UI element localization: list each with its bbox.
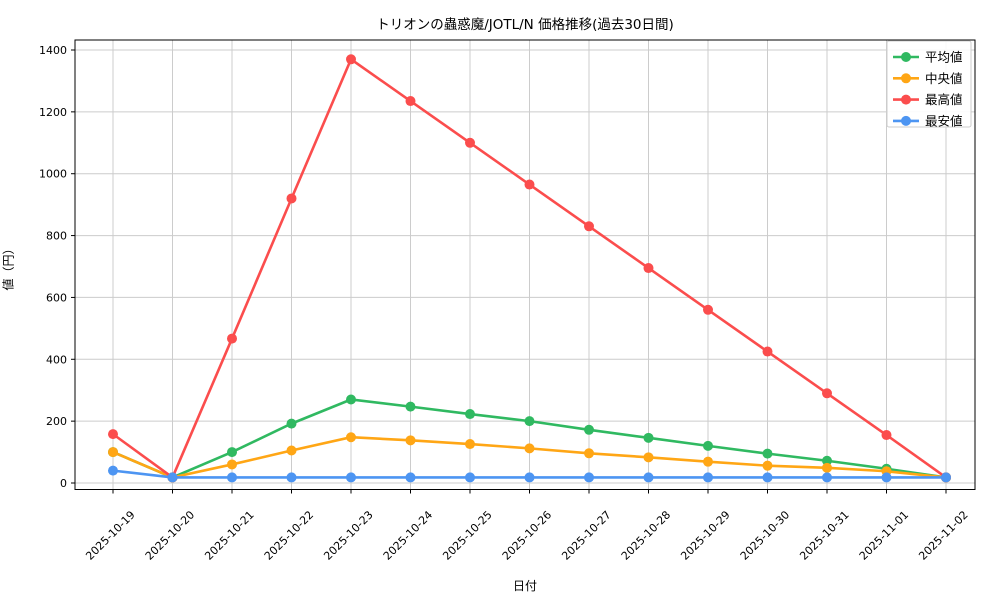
data-point-lowest <box>227 472 237 483</box>
x-tick-label: 2025-10-31 <box>797 508 851 562</box>
data-point-lowest <box>762 472 773 483</box>
data-point-average <box>405 401 416 412</box>
data-point-lowest <box>405 472 416 483</box>
data-point-average <box>346 394 356 405</box>
x-tick-label: 2025-10-20 <box>143 508 197 562</box>
x-tick-label: 2025-10-28 <box>619 508 673 562</box>
series-lowest <box>108 465 951 483</box>
legend-item-lowest: 最安値 <box>893 113 963 128</box>
y-tick-label: 400 <box>46 353 67 366</box>
data-point-median <box>703 456 713 467</box>
legend-marker-median <box>901 73 911 84</box>
x-tick-label: 2025-10-27 <box>559 508 613 562</box>
data-point-average <box>524 416 535 427</box>
data-point-highest <box>703 304 713 315</box>
data-point-highest <box>346 54 356 65</box>
data-point-median <box>227 459 237 470</box>
data-point-lowest <box>703 472 713 483</box>
data-point-lowest <box>881 472 892 483</box>
data-point-highest <box>762 346 773 357</box>
series-highest <box>108 54 951 483</box>
data-point-lowest <box>941 472 951 483</box>
legend-marker-lowest <box>901 115 911 126</box>
x-tick-label: 2025-11-01 <box>857 508 911 562</box>
data-point-lowest <box>524 472 535 483</box>
data-point-highest <box>465 137 475 148</box>
x-axis-label: 日付 <box>512 579 537 593</box>
y-tick-label: 200 <box>46 415 67 428</box>
data-point-median <box>822 462 832 473</box>
x-tick-label: 2025-10-26 <box>500 508 554 562</box>
y-tick-label: 1200 <box>39 106 67 119</box>
x-tick-label: 2025-10-29 <box>678 508 732 562</box>
legend-label-average: 平均値 <box>925 50 963 65</box>
data-point-median <box>108 447 118 458</box>
data-point-median <box>524 443 535 454</box>
data-point-lowest <box>286 472 297 483</box>
y-tick-label: 0 <box>60 477 67 490</box>
legend-item-median: 中央値 <box>893 71 963 86</box>
x-tick-label: 2025-11-02 <box>916 508 970 562</box>
data-point-lowest <box>465 472 475 483</box>
y-tick-label: 1000 <box>39 168 67 181</box>
data-point-average <box>227 447 237 458</box>
data-point-median <box>584 448 594 459</box>
data-point-median <box>405 435 416 446</box>
data-point-average <box>762 448 773 459</box>
legend-marker-average <box>901 52 911 62</box>
legend-item-highest: 最高値 <box>893 92 963 107</box>
x-tick-label: 2025-10-19 <box>83 508 137 562</box>
data-point-average <box>643 432 654 443</box>
legend-box <box>886 40 972 128</box>
x-tick-label: 2025-10-25 <box>440 508 494 562</box>
data-point-highest <box>524 179 535 190</box>
legend-label-lowest: 最安値 <box>925 113 963 128</box>
y-axis-label: 値（円） <box>1 242 16 291</box>
x-tick-label: 2025-10-22 <box>262 508 316 562</box>
legend-label-median: 中央値 <box>925 71 963 86</box>
data-point-lowest <box>643 472 654 483</box>
data-point-lowest <box>346 472 356 483</box>
data-point-average <box>822 455 832 466</box>
data-point-median <box>286 445 297 456</box>
legend-marker-highest <box>901 94 911 105</box>
x-tick-label: 2025-10-30 <box>738 508 792 562</box>
data-point-highest <box>286 193 297 204</box>
data-point-lowest <box>822 472 832 483</box>
data-point-median <box>465 439 475 450</box>
data-point-median <box>643 452 654 463</box>
data-point-highest <box>584 221 594 232</box>
data-point-highest <box>643 263 654 274</box>
data-point-average <box>584 424 594 435</box>
data-point-lowest <box>108 465 118 476</box>
x-axis: 2025-10-19 2025-10-20 2025-10-21 2025-10-22… <box>83 489 971 563</box>
x-tick-label: 2025-10-21 <box>202 508 256 562</box>
y-tick-label: 800 <box>46 230 67 243</box>
y-tick-label: 1400 <box>39 44 67 57</box>
legend-label-highest: 最高値 <box>925 92 963 107</box>
data-point-median <box>762 460 773 471</box>
data-point-average <box>465 409 475 420</box>
data-point-median <box>346 432 356 443</box>
data-point-highest <box>227 333 237 344</box>
data-point-highest <box>822 388 832 399</box>
data-point-highest <box>881 430 892 441</box>
plot-border <box>74 39 976 490</box>
data-point-highest <box>405 96 416 107</box>
y-tick-label: 600 <box>46 291 67 304</box>
chart-title: トリオンの蟲惑魔/JOTL/N 価格推移(過去30日間) <box>376 17 674 33</box>
data-point-highest <box>108 429 118 440</box>
y-axis: 0 200 400 600 800 1000 1200 1400 <box>39 44 75 490</box>
x-tick-label: 2025-10-23 <box>321 508 375 562</box>
legend-item-average: 平均値 <box>893 50 963 65</box>
data-point-average <box>286 418 297 429</box>
x-tick-label: 2025-10-24 <box>381 508 435 562</box>
data-point-lowest <box>167 472 178 483</box>
data-point-lowest <box>584 472 594 483</box>
data-point-average <box>703 440 713 451</box>
